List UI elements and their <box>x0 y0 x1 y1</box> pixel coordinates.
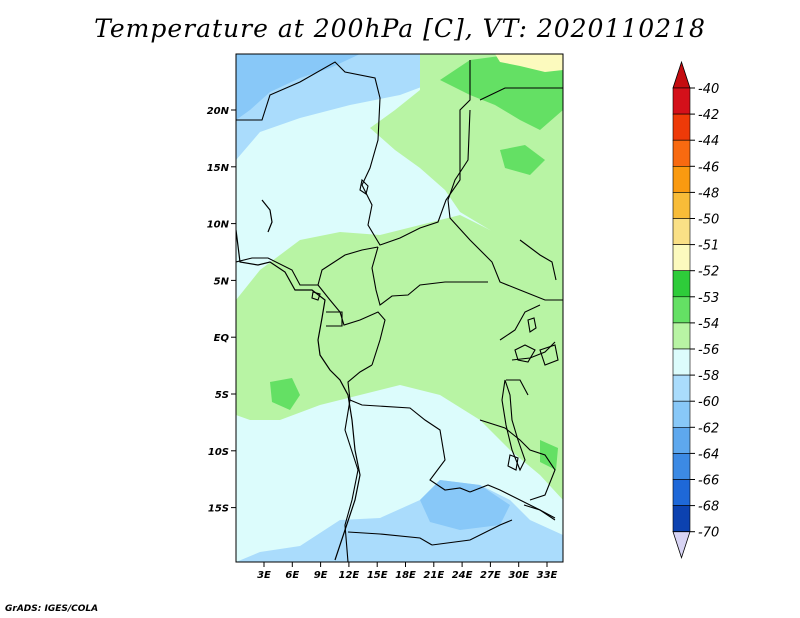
colorbar-label: -42 <box>698 108 719 123</box>
field-center-53 <box>236 215 563 500</box>
colorbar-label: -70 <box>698 526 719 541</box>
field-center-53b <box>250 320 330 380</box>
colorbar-segment <box>672 479 691 506</box>
field-patch-52-c <box>540 440 558 470</box>
colorbar-segment <box>672 322 691 350</box>
colorbar-bottom-arrow <box>672 531 691 559</box>
colorbar-segment <box>672 192 691 219</box>
field-nw-58 <box>236 54 360 120</box>
lon-tick-label: 33E <box>537 570 558 581</box>
lon-tick-label: 15E <box>367 570 388 581</box>
field-patch-52-b <box>500 145 545 175</box>
lon-tick-label: 18E <box>395 570 416 581</box>
latitude-axis: 20N 15N 10N 5N EQ 5S 10S 15S <box>207 106 236 515</box>
colorbar-segment <box>672 87 691 115</box>
colorbar-segment <box>672 166 691 193</box>
colorbar-label: -66 <box>698 474 719 489</box>
colorbar-label: -68 <box>698 500 719 515</box>
colorbar-label: -53 <box>698 291 719 306</box>
colorbar-label: -60 <box>698 395 719 410</box>
field-ne-52 <box>440 56 563 130</box>
colorbar-label: -64 <box>698 447 719 462</box>
lat-tick-label: EQ <box>214 333 230 344</box>
lat-tick-label: 15S <box>208 504 229 515</box>
colorbar-label: -40 <box>698 82 719 97</box>
lon-tick-label: 27E <box>480 570 501 581</box>
colorbar-label: -58 <box>698 369 719 384</box>
field-patch-52-a <box>270 378 300 410</box>
footer-credit: GrADS: IGES/COLA <box>5 604 99 614</box>
colorbar-segment <box>672 270 691 298</box>
colorbar-segment <box>672 244 691 272</box>
colorbar-segment <box>672 139 691 167</box>
lon-tick-label: 21E <box>423 570 444 581</box>
lon-tick-label: 24E <box>452 570 473 581</box>
lat-tick-label: 10S <box>208 447 229 458</box>
colorbar-label: -46 <box>698 160 719 175</box>
colorbar-segment <box>672 296 691 324</box>
lon-tick-label: 3E <box>257 570 271 581</box>
colorbar-segment <box>672 426 691 454</box>
longitude-axis: 3E 6E 9E 12E 15E 18E 21E 24E 27E 30E 33E <box>257 562 558 581</box>
colorbar-label: -56 <box>698 343 719 358</box>
lat-tick-label: 15N <box>207 163 230 174</box>
temperature-field <box>236 54 563 562</box>
lat-tick-label: 5S <box>215 390 229 401</box>
field-ne-51 <box>495 54 563 72</box>
colorbar-segment <box>672 505 691 533</box>
country-borders <box>236 60 563 562</box>
colorbar-segment <box>672 218 691 245</box>
colorbar-label: -54 <box>698 317 719 332</box>
colorbar-label: -44 <box>698 134 719 149</box>
colorbar: -40 -42 -44 -46 -48 -50 -51 -52 -53 -54 -56 -58 -60 -… <box>672 60 719 559</box>
field-south-58 <box>420 480 510 530</box>
colorbar-top-arrow <box>672 60 691 89</box>
colorbar-label: -62 <box>698 421 719 436</box>
colorbar-segment <box>672 453 691 480</box>
colorbar-label: -52 <box>698 265 719 280</box>
colorbar-label: -51 <box>698 239 719 254</box>
lat-tick-label: 10N <box>207 220 230 231</box>
colorbar-segment <box>672 400 691 428</box>
lon-tick-label: 12E <box>339 570 360 581</box>
lakes <box>311 178 559 519</box>
colorbar-segment <box>672 113 691 141</box>
map-frame <box>235 53 564 563</box>
lat-tick-label: 20N <box>207 106 230 117</box>
colorbar-label: -50 <box>698 213 719 228</box>
chart-title: Temperature at 200hPa [C], VT: 202011021… <box>94 14 706 43</box>
colorbar-segment <box>672 374 691 402</box>
lon-tick-label: 9E <box>314 570 328 581</box>
colorbar-segment <box>672 348 691 376</box>
lon-tick-label: 30E <box>508 570 529 581</box>
coastline <box>236 199 361 561</box>
lat-tick-label: 5N <box>214 276 230 287</box>
colorbar-label: -48 <box>698 186 719 201</box>
lon-tick-label: 6E <box>285 570 299 581</box>
